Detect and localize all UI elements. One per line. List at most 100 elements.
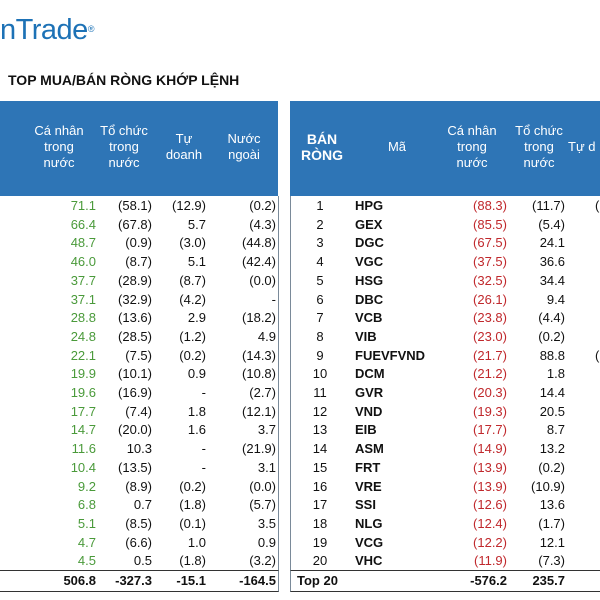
cell-individual: 19.6 [70, 385, 96, 400]
cell-individual: (67.5) [473, 235, 507, 251]
table-row: 17.7 (7.4) 1.8 (12.1) [0, 402, 278, 421]
cell-ticker: DBC [355, 291, 384, 307]
cell-institution: (8.7) [125, 254, 152, 270]
cell-institution: 9.4 [546, 291, 565, 307]
cell-institution: 8.7 [546, 422, 565, 438]
cell-proprietary: 1.6 [187, 422, 206, 438]
cell-ticker: VCB [355, 310, 383, 326]
cell-institution: 10.3 [126, 441, 152, 457]
cell-institution: (67.8) [118, 216, 152, 232]
cell-proprietary: (0.2) [179, 478, 206, 494]
table-row: 16 VRE (13.9) (10.9) [291, 477, 600, 496]
page-title: TOP MUA/BÁN RÒNG KHỚP LỆNH [8, 72, 240, 88]
cell-institution: (1.7) [538, 515, 565, 531]
table-row: 14 ASM (14.9) 13.2 [291, 439, 600, 458]
cell-individual: (12.6) [473, 497, 507, 513]
cell-institution: (0.2) [538, 328, 565, 344]
cell-ticker: FUEVFVND [355, 347, 426, 363]
cell-institution: (8.5) [125, 515, 152, 531]
cell-rank: 19 [312, 534, 328, 550]
cell-ticker: VIB [355, 328, 377, 344]
table-row: 8 VIB (23.0) (0.2) [291, 327, 600, 346]
table-row: 19 VCG (12.2) 12.1 [291, 533, 600, 552]
header-foreign: Nước ngoài [227, 131, 261, 162]
left-table-header: Cá nhân trong nước Tổ chức trong nước Tự… [0, 101, 278, 196]
cell-rank: 8 [316, 328, 324, 344]
cell-ticker: VHC [355, 553, 383, 569]
cell-proprietary: (1.8) [179, 497, 206, 513]
header-ticker: Mã [387, 139, 407, 154]
cell-proprietary: (1.8) [179, 553, 206, 569]
cell-institution: (13.6) [118, 310, 152, 326]
cell-individual: 4.5 [77, 553, 96, 569]
cell-institution: 0.5 [133, 553, 152, 569]
cell-individual: (17.7) [473, 422, 507, 438]
cell-rank: 14 [312, 441, 328, 457]
table-row: 6.8 0.7 (1.8) (5.7) [0, 495, 278, 514]
cell-foreign: 4.9 [257, 328, 276, 344]
cell-individual: (13.9) [473, 459, 507, 475]
cell-foreign: (44.8) [242, 235, 276, 251]
cell-foreign: (0.0) [249, 272, 276, 288]
cell-institution: (8.9) [125, 478, 152, 494]
cell-individual: (85.5) [473, 216, 507, 232]
total-institution-right: 235.7 [532, 573, 565, 588]
cell-proprietary: 1.0 [187, 534, 206, 550]
cell-institution: (28.9) [118, 272, 152, 288]
cell-rank: 20 [312, 553, 328, 569]
cell-institution: (5.4) [538, 216, 565, 232]
table-row: 14.7 (20.0) 1.6 3.7 [0, 420, 278, 439]
cell-individual: 37.1 [70, 291, 96, 307]
table-row: 12 VND (19.3) 20.5 [291, 402, 600, 421]
table-row: 18 NLG (12.4) (1.7) [291, 514, 600, 533]
table-row: 5 HSG (32.5) 34.4 [291, 271, 600, 290]
cell-foreign: (12.1) [242, 403, 276, 419]
table-row: 11 GVR (20.3) 14.4 [291, 383, 600, 402]
cell-institution: 0.7 [133, 497, 152, 513]
cell-proprietary: 5.1 [187, 254, 206, 270]
header-individual: Cá nhân trong nước [34, 123, 84, 170]
table-row: 66.4 (67.8) 5.7 (4.3) [0, 215, 278, 234]
cell-individual: (12.2) [473, 534, 507, 550]
cell-institution: (11.7) [532, 198, 565, 213]
total-foreign: -164.5 [239, 573, 276, 588]
cell-foreign: - [271, 291, 276, 307]
header-proprietary: Tự doanh [165, 131, 203, 162]
table-row: 28.8 (13.6) 2.9 (18.2) [0, 308, 278, 327]
table-row: 4.7 (6.6) 1.0 0.9 [0, 533, 278, 552]
cell-individual: (23.0) [473, 328, 507, 344]
table-row: 9.2 (8.9) (0.2) (0.0) [0, 477, 278, 496]
cell-individual: 48.7 [70, 235, 96, 251]
cell-foreign: 3.1 [257, 459, 276, 475]
cell-ticker: FRT [355, 459, 381, 475]
cell-institution: (6.6) [125, 534, 152, 550]
cell-proprietary: (1.2) [179, 328, 206, 344]
table-row: 19.9 (10.1) 0.9 (10.8) [0, 364, 278, 383]
cell-foreign: (14.3) [242, 347, 276, 363]
cell-individual: (13.9) [473, 478, 507, 494]
cell-institution: 34.4 [539, 272, 565, 288]
cell-ticker: HPG [355, 198, 384, 213]
total-individual-right: -576.2 [470, 573, 507, 588]
table-row: 1 HPG (88.3) (11.7) ( [291, 196, 600, 215]
cell-institution: (10.1) [118, 366, 152, 382]
header-individual-right: Cá nhân trong nước [447, 123, 497, 170]
table-row: 71.1 (58.1) (12.9) (0.2) [0, 196, 278, 215]
cell-rank: 4 [316, 254, 324, 270]
cell-foreign: (5.7) [249, 497, 276, 513]
cell-individual: (19.3) [473, 403, 507, 419]
cell-individual: 17.7 [70, 403, 96, 419]
cell-proprietary: (0.2) [179, 347, 206, 363]
cell-institution: (16.9) [118, 385, 152, 400]
cell-individual: (21.7) [473, 347, 507, 363]
cell-institution: 12.1 [539, 534, 565, 550]
cell-foreign: (4.3) [249, 216, 276, 232]
table-row: 4.5 0.5 (1.8) (3.2) [0, 551, 278, 570]
cell-rank: 18 [312, 515, 328, 531]
cell-ticker: GEX [355, 216, 383, 232]
cell-institution: (7.5) [125, 347, 152, 363]
cell-ticker: NLG [355, 515, 383, 531]
table-row: 10.4 (13.5) - 3.1 [0, 458, 278, 477]
cell-individual: (88.3) [473, 198, 507, 213]
cell-individual: (21.2) [473, 366, 507, 382]
